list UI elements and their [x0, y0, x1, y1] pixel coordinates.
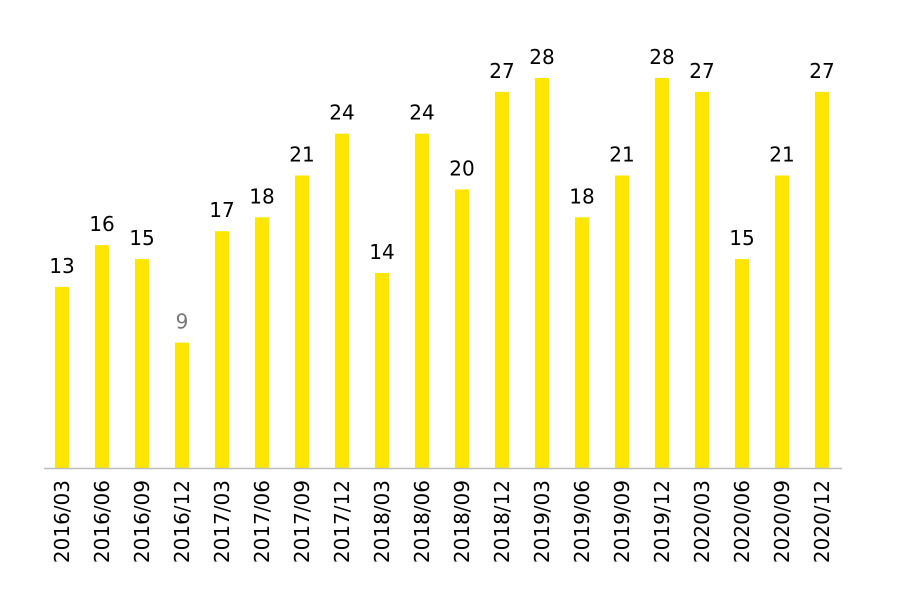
value-label: 20 [449, 156, 474, 180]
value-label: 24 [409, 101, 434, 125]
category-label: 2019/03 [530, 480, 554, 563]
bar-2019-09 [615, 175, 629, 468]
bar-2016-09 [135, 259, 149, 468]
bar-2019-03 [535, 78, 549, 468]
bar-2020-03 [695, 91, 709, 469]
category-label: 2019/06 [570, 480, 594, 563]
bar-2016-03 [55, 286, 69, 468]
value-label: 18 [249, 184, 274, 208]
category-label: 2016/09 [130, 480, 154, 563]
value-label: 21 [769, 143, 794, 167]
category-label: 2018/06 [410, 480, 434, 563]
bar-2020-12 [815, 91, 829, 469]
category-label: 2018/03 [370, 480, 394, 563]
value-label: 27 [809, 59, 834, 83]
category-label: 2020/06 [730, 480, 754, 563]
bar-2017-12 [335, 133, 349, 468]
category-label: 2017/12 [330, 480, 354, 563]
value-label: 27 [489, 59, 514, 83]
category-label: 2016/03 [50, 480, 74, 563]
value-label: 24 [329, 101, 354, 125]
bar-2017-03 [215, 231, 229, 468]
value-label: 17 [209, 198, 234, 222]
value-label: 18 [569, 184, 594, 208]
category-label: 2017/03 [210, 480, 234, 563]
category-label: 2020/03 [690, 480, 714, 563]
value-label: 27 [689, 59, 714, 83]
value-label: 14 [369, 240, 394, 264]
bar-2020-09 [775, 175, 789, 468]
category-label: 2017/09 [290, 480, 314, 563]
bar-2016-06 [95, 245, 109, 468]
bar-2016-12 [175, 342, 189, 468]
category-label: 2019/09 [610, 480, 634, 563]
value-label: 16 [89, 212, 114, 236]
value-label: 28 [649, 45, 674, 69]
category-label: 2018/09 [450, 480, 474, 563]
category-label: 2017/06 [250, 480, 274, 563]
category-labels-group: 2016/03 2016/06 2016/09 2016/12 2017/03 2017/… [50, 480, 834, 563]
category-label: 2020/09 [770, 480, 794, 563]
value-label: 13 [49, 254, 74, 278]
bar-2019-06 [575, 217, 589, 468]
value-label: 21 [289, 143, 314, 167]
bar-2017-09 [295, 175, 309, 468]
value-label: 15 [729, 226, 754, 250]
category-label: 2018/12 [490, 480, 514, 563]
value-label: 21 [609, 143, 634, 167]
value-labels-group: 13 16 15 9 17 18 21 24 14 24 20 27 28 18 21 28 27 15 21 27 [49, 45, 834, 334]
category-label: 2019/12 [650, 480, 674, 563]
category-label: 2020/12 [810, 480, 834, 563]
value-label: 28 [529, 45, 554, 69]
category-label: 2016/06 [90, 480, 114, 563]
bar-2019-12 [655, 78, 669, 468]
bars-group [55, 78, 829, 469]
bar-2018-12 [495, 91, 509, 469]
bar-2017-06 [255, 217, 269, 468]
bar-2018-06 [415, 133, 429, 468]
value-label: 9 [176, 310, 189, 334]
value-label: 15 [129, 226, 154, 250]
category-label: 2016/12 [170, 480, 194, 563]
bar-2018-03 [375, 273, 389, 468]
bar-2020-06 [735, 259, 749, 468]
bar-2018-09 [455, 189, 469, 468]
